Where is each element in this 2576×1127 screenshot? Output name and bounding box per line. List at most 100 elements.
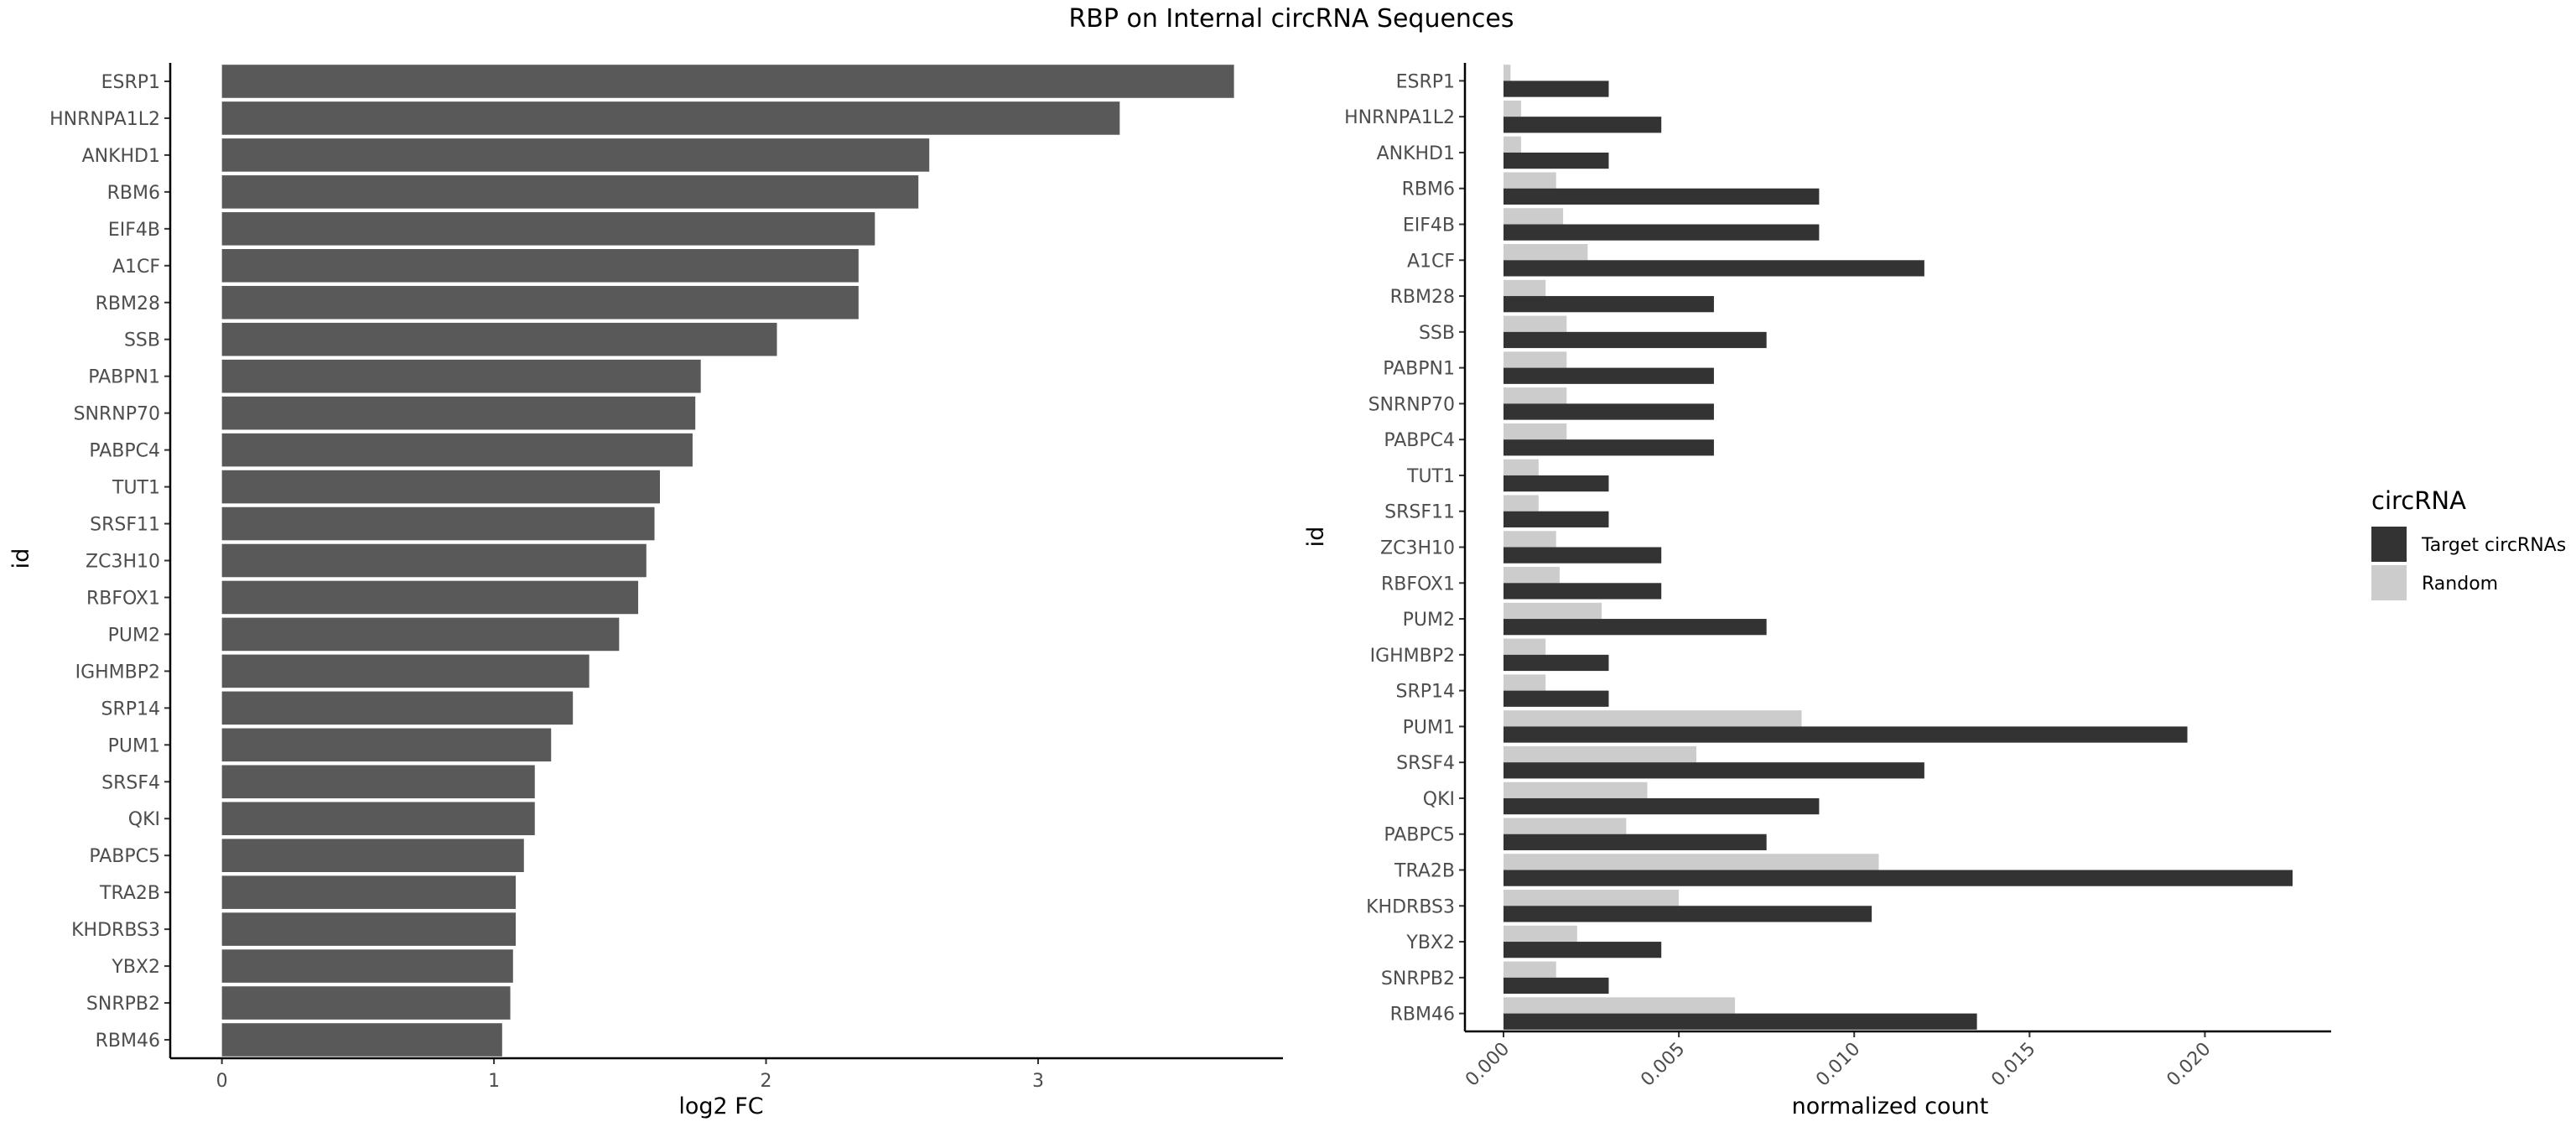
- right-y-tick-label: PABPN1: [1383, 359, 1455, 380]
- legend-title: circRNA: [2371, 486, 2466, 515]
- bar-a1cf: [221, 249, 859, 283]
- left-x-tick-label: 2: [761, 1071, 772, 1092]
- bar-srsf11-random: [1504, 495, 1539, 512]
- bar-pum1-random: [1504, 710, 1802, 727]
- bar-zc3h10-random: [1504, 531, 1556, 548]
- bar-srp14-random: [1504, 674, 1546, 691]
- bar-a1cf-random: [1504, 244, 1588, 261]
- bar-pum2-random: [1504, 602, 1602, 620]
- bar-rbm46: [221, 1023, 502, 1057]
- bar-rbm46-random: [1504, 997, 1736, 1014]
- right-y-tick-label: EIF4B: [1403, 216, 1455, 236]
- right-y-tick-label: YBX2: [1405, 932, 1455, 953]
- bar-tra2b: [221, 875, 517, 909]
- left-y-tick-label: RBM46: [96, 1031, 160, 1052]
- bar-rbm28-target: [1504, 296, 1714, 313]
- bar-ssb-target: [1504, 331, 1767, 349]
- bar-tut1-random: [1504, 459, 1539, 475]
- bar-snrpb2-random: [1504, 961, 1556, 978]
- chart-title: RBP on Internal circRNA Sequences: [1068, 4, 1514, 34]
- bar-srsf4-random: [1504, 745, 1697, 763]
- right-y-tick-label: IGHMBP2: [1370, 646, 1455, 667]
- bar-pabpc5-target: [1504, 834, 1767, 850]
- left-y-tick-label: PUM1: [108, 735, 160, 756]
- right-y-tick-label: ESRP1: [1396, 71, 1455, 92]
- log2fc-bar-panel: ESRP1 HNRNPA1L2 ANKHD1 RBM6 EIF4B A1CF RBM28 SS…: [49, 63, 1283, 1092]
- bar-qki-random: [1504, 782, 1648, 798]
- left-y-tick-label: KHDRBS3: [71, 920, 160, 941]
- legend: circRNA Target circRNAs Random: [2371, 486, 2566, 600]
- left-y-tick-label: RBM6: [107, 183, 160, 204]
- bar-tut1: [221, 470, 661, 504]
- left-x-tick-label: 3: [1032, 1071, 1044, 1092]
- left-y-tick-label: SNRPB2: [86, 994, 160, 1015]
- right-x-tick-label: 0.010: [1812, 1039, 1864, 1091]
- bar-pum2: [221, 617, 620, 652]
- right-y-tick-label: SNRNP70: [1368, 394, 1455, 415]
- left-y-tick-label: EIF4B: [108, 220, 160, 241]
- bar-esrp1-random: [1504, 65, 1511, 81]
- bar-tra2b-random: [1504, 854, 1879, 870]
- bar-ankhd1: [221, 138, 930, 172]
- right-y-tick-label: SSB: [1419, 323, 1455, 344]
- left-x-axis-title: log2 FC: [678, 1093, 763, 1119]
- bar-pum1-target: [1504, 726, 2188, 743]
- bar-tra2b-target: [1504, 870, 2293, 886]
- right-y-tick-label: PABPC5: [1384, 825, 1455, 846]
- bar-rbfox1-random: [1504, 567, 1560, 584]
- right-y-tick-label: SRP14: [1395, 682, 1455, 703]
- bar-rbfox1: [221, 580, 639, 615]
- right-y-tick-label: RBFOX1: [1381, 574, 1455, 595]
- bar-ighmbp2-target: [1504, 654, 1609, 672]
- bar-rbm6-random: [1504, 172, 1556, 189]
- left-y-tick-label: PABPC5: [89, 846, 160, 867]
- left-y-tick-label: ANKHD1: [82, 146, 160, 167]
- bar-eif4b-random: [1504, 208, 1564, 225]
- bar-srp14-target: [1504, 690, 1609, 707]
- bar-pabpc4-target: [1504, 439, 1714, 456]
- bar-srsf11: [221, 506, 655, 541]
- bar-qki-target: [1504, 797, 1820, 815]
- right-y-tick-label: A1CF: [1407, 251, 1455, 272]
- right-y-tick-label: QKI: [1423, 789, 1455, 810]
- bar-rbm28: [221, 285, 859, 319]
- bar-snrnp70-random: [1504, 387, 1567, 404]
- right-y-axis-title: id: [1303, 527, 1329, 548]
- left-y-axis-title: id: [8, 548, 34, 569]
- right-y-tick-label: SNRPB2: [1381, 969, 1455, 989]
- bar-esrp1: [221, 65, 1234, 98]
- left-x-tick-label: 1: [488, 1071, 500, 1092]
- bar-pabpn1-target: [1504, 367, 1714, 384]
- left-y-tick-label: SRSF4: [101, 772, 160, 793]
- bar-pum1: [221, 728, 552, 762]
- bar-khdrbs3-random: [1504, 890, 1680, 906]
- bar-ankhd1-random: [1504, 136, 1521, 153]
- bar-zc3h10-target: [1504, 547, 1662, 564]
- right-y-tick-label: HNRNPA1L2: [1344, 107, 1455, 128]
- left-y-tick-label: SRP14: [101, 699, 160, 719]
- left-y-tick-label: SSB: [124, 330, 160, 351]
- bar-pabpc4-random: [1504, 423, 1567, 440]
- bar-pabpc4: [221, 433, 693, 467]
- left-y-tick-label: SNRNP70: [74, 404, 160, 425]
- left-y-tick-label: QKI: [128, 809, 160, 830]
- normalized-count-bar-panel: ESRP1 HNRNPA1L2 ANKHD1 RBM6 EIF4B A1CF RBM28 SS…: [1344, 63, 2331, 1091]
- right-y-tick-label: RBM28: [1390, 287, 1455, 308]
- bar-eif4b-target: [1504, 224, 1820, 241]
- left-y-tick-label: RBFOX1: [86, 588, 160, 609]
- bar-pabpc5: [221, 839, 524, 872]
- legend-label-random: Random: [2422, 574, 2498, 595]
- bar-pabpn1: [221, 359, 701, 393]
- bar-zc3h10: [221, 543, 647, 578]
- left-y-tick-label: ESRP1: [101, 72, 160, 93]
- legend-key-target: [2371, 527, 2407, 562]
- legend-key-random: [2371, 565, 2407, 600]
- right-y-tick-label: ZC3H10: [1380, 538, 1455, 559]
- bar-khdrbs3-target: [1504, 906, 1872, 922]
- left-y-tick-label: SRSF11: [90, 515, 160, 536]
- bar-pum2-target: [1504, 619, 1767, 636]
- bar-srsf11-target: [1504, 511, 1609, 527]
- right-y-tick-label: PUM1: [1403, 717, 1455, 738]
- bar-rbm28-random: [1504, 279, 1546, 297]
